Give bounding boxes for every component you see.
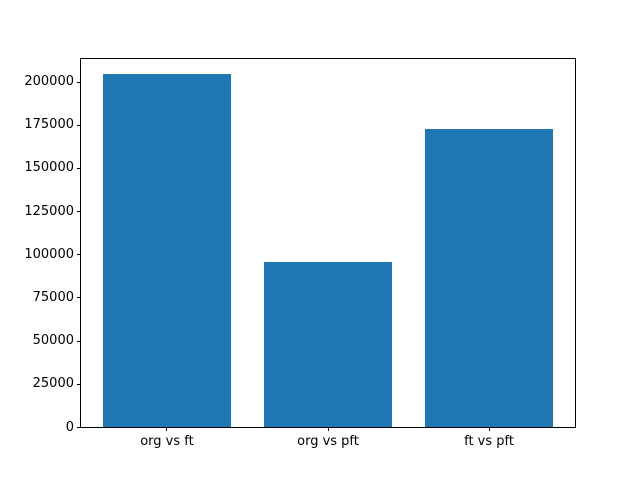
y-tick-25000 (76, 383, 80, 385)
x-tick-org-vs-ft (166, 427, 168, 431)
y-tick-0 (76, 427, 80, 428)
y-tick-50000 (76, 340, 80, 342)
x-tick-label-org-vs-pft: org vs pft (297, 433, 359, 449)
x-tick-org-vs-pft (327, 427, 329, 431)
y-tick-label-75000: 75000 (32, 289, 74, 305)
plot-area (80, 57, 576, 428)
bar-org-vs-pft (263, 262, 393, 427)
x-tick-label-ft-vs-pft: ft vs pft (464, 433, 514, 449)
y-tick-label-150000: 150000 (24, 160, 74, 176)
y-tick-label-200000: 200000 (24, 74, 74, 90)
y-tick-125000 (76, 211, 80, 213)
x-tick-ft-vs-pft (488, 427, 490, 431)
y-tick-150000 (76, 167, 80, 169)
bar-org-vs-ft (102, 74, 232, 427)
y-tick-label-25000: 25000 (32, 376, 74, 392)
y-tick-label-125000: 125000 (24, 203, 74, 219)
y-tick-100000 (76, 254, 80, 256)
y-tick-200000 (76, 81, 80, 83)
y-tick-175000 (76, 124, 80, 126)
x-tick-label-org-vs-ft: org vs ft (140, 433, 194, 449)
y-tick-label-100000: 100000 (24, 246, 74, 262)
y-tick-75000 (76, 297, 80, 299)
y-tick-label-0: 0 (65, 419, 74, 435)
y-tick-label-50000: 50000 (32, 333, 74, 349)
bar-ft-vs-pft (424, 128, 554, 427)
y-tick-label-175000: 175000 (24, 117, 74, 133)
